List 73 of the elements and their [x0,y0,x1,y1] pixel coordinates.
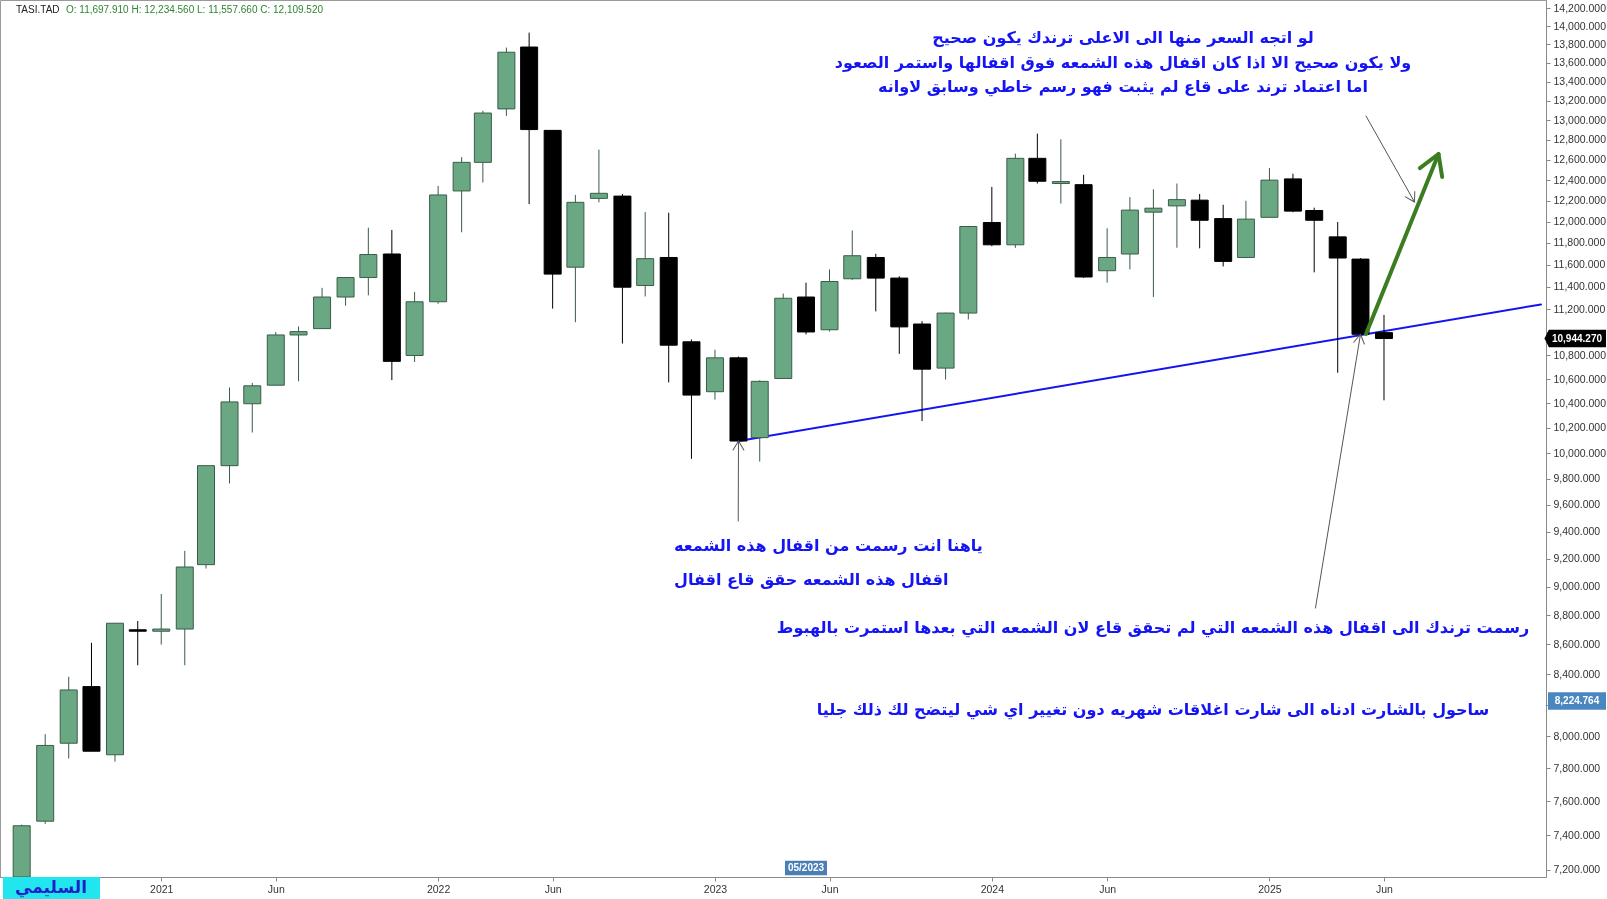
y-tick-label: 9,800.000 [1553,472,1601,485]
x-tick-label: 2024 [980,882,1005,895]
y-tick-label: 7,200.000 [1553,863,1601,876]
y-tick-label: 8,800.000 [1553,608,1601,621]
x-tick-label: Jun [544,882,562,895]
x-tick-label: 2022 [426,882,451,895]
candlestick [1374,314,1393,401]
y-tick-label: 8,000.000 [1553,729,1601,742]
candlestick [589,149,608,203]
chart-title: TASI.TAD [16,4,60,15]
candlestick [128,620,147,666]
candlestick [866,253,885,312]
x-tick-label: Jun [267,882,285,895]
annotation: ياهنا انت رسمت من اقفال هذه الشمعه اقفال هذه الشمعه حقق قاع اقفال [674,536,983,589]
candlestick [1051,138,1070,205]
annotation: رسمت ترندك الى اقفال هذه الشمعه التي لم تحقق قاع لان الشمعه التي بعدها استمرت بالهبوط [776,618,1530,638]
y-tick-label: 7,400.000 [1553,828,1601,841]
y-tick-label: 9,400.000 [1553,525,1601,538]
annotation: السليمي [15,877,87,898]
candlestick [1144,188,1163,298]
y-tick-label: 10,200.000 [1553,421,1607,434]
candlestick [289,325,308,382]
annotation: ساحول بالشارت ادناه الى شارت اغلاقات شهريه دون تغيير اي شي ليتضح لك ذلك جليا [816,700,1490,720]
y-tick-label: 8,600.000 [1553,637,1601,650]
annotation: لو اتجه السعر منها الى الاعلى ترندك يكون صحيح ولا يكون صحيح الا اذا كان اقفال هذه الشمعه فوق اقفالها واستمر الصعود اما اعتماد ترند على قاع لم يثبت فهو رسم خاطي وسابق لاوانه [834,28,1412,97]
y-tick-label: 13,800.000 [1553,37,1607,50]
text: 8,224.764 [1554,695,1600,706]
y-tick-label: 7,800.000 [1553,761,1601,774]
y-tick-label: 7,600.000 [1553,794,1601,807]
y-tick-label: 9,200.000 [1553,552,1601,565]
annotation: 05/2023 [787,862,825,873]
candlestick [1098,227,1117,284]
candlestick [1328,221,1347,374]
y-tick-label: 10,400.000 [1553,396,1607,409]
y-tick-label: 10,000.000 [1553,446,1607,459]
x-tick-label: 2025 [1258,882,1282,895]
y-tick-label: 13,200.000 [1553,94,1607,107]
text: 10,944.270 [1551,332,1603,344]
y-tick-label: 12,000.000 [1553,215,1607,228]
y-tick-label: 11,200.000 [1553,302,1606,315]
y-tick-label: 9,000.000 [1553,580,1601,593]
candlestick [1190,193,1209,249]
y-tick-label: 11,400.000 [1553,280,1606,293]
candlestick [336,277,355,307]
candlestick [152,593,171,646]
y-tick-label: 11,600.000 [1553,258,1606,271]
y-tick-label: 9,600.000 [1553,498,1601,511]
y-tick-label: 14,200.000 [1553,1,1607,14]
candlestick [243,382,262,434]
y-tick-label: 12,800.000 [1553,133,1607,146]
y-tick-label: 10,800.000 [1553,348,1607,361]
y-tick-label: 13,600.000 [1553,56,1607,69]
candlestick [843,229,862,281]
candlestick [982,186,1001,247]
y-tick-label: 12,600.000 [1553,153,1607,166]
y-tick-label: 8,400.000 [1553,667,1601,680]
y-tick-label: 13,000.000 [1553,113,1607,126]
x-tick-label: 2023 [703,882,728,895]
chart-subtitle: O: 11,697.910 H: 12,234.560 L: 11,557.660 C: 12,109.520 [66,4,324,15]
candlestick [1028,133,1047,185]
y-tick-label: 14,000.000 [1553,19,1607,32]
candlestick [1305,207,1324,273]
x-tick-label: Jun [1376,882,1394,895]
x-tick-label: 2021 [150,882,174,895]
candlestick [1167,183,1186,249]
y-tick-label: 11,800.000 [1553,236,1606,249]
y-tick-label: 12,200.000 [1553,194,1607,207]
candlestick [359,227,378,296]
y-tick-label: 12,400.000 [1553,173,1607,186]
y-tick-label: 13,400.000 [1553,75,1607,88]
y-tick-label: 10,600.000 [1553,372,1607,385]
x-tick-label: Jun [821,882,839,895]
x-tick-label: Jun [1099,882,1117,895]
